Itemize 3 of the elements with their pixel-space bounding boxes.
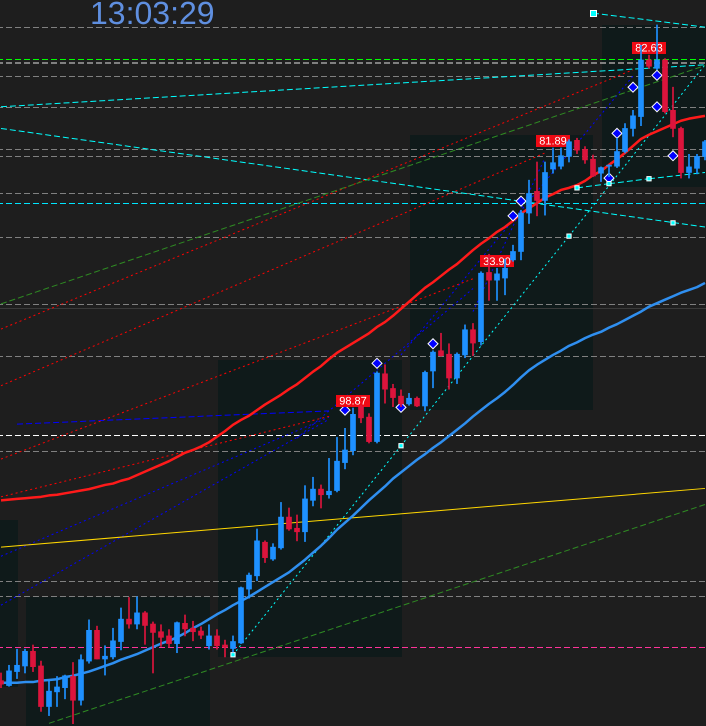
chart-title: 13:03:29 <box>90 0 215 31</box>
text: 98.87 <box>339 396 367 408</box>
text: 81.89 <box>539 136 567 148</box>
